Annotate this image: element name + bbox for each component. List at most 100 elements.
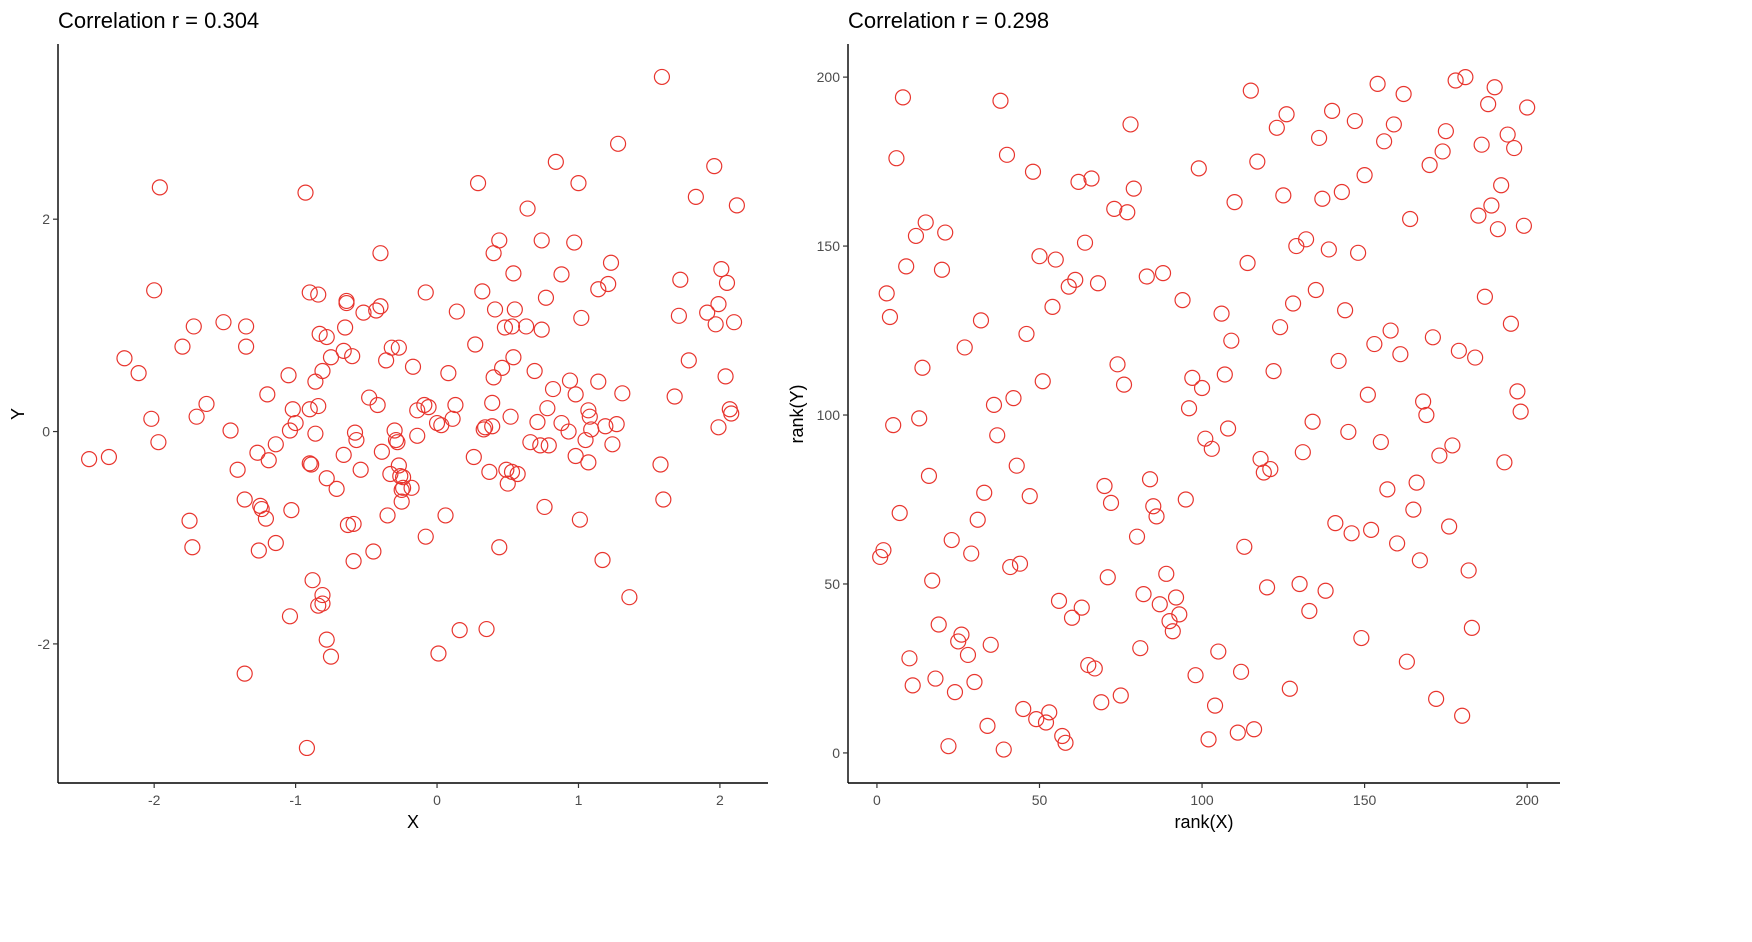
right-data-point bbox=[1288, 237, 1305, 255]
right-data-point bbox=[881, 308, 899, 326]
right-scatter-panel: Correlation r = 0.298 rank(X) rank(Y) 0 5… bbox=[787, 8, 1560, 832]
left-data-point bbox=[307, 425, 324, 442]
right-data-point bbox=[1379, 481, 1396, 498]
left-data-point bbox=[608, 416, 625, 433]
right-data-point bbox=[940, 738, 957, 755]
right-y-tick-label: 100 bbox=[817, 407, 841, 423]
left-data-point bbox=[621, 589, 638, 606]
right-data-point bbox=[1444, 437, 1461, 454]
right-data-point bbox=[1219, 420, 1237, 437]
right-data-point bbox=[985, 396, 1003, 413]
right-data-point bbox=[1096, 477, 1113, 495]
left-data-point bbox=[566, 234, 583, 251]
left-data-point bbox=[409, 427, 426, 444]
left-data-point bbox=[151, 179, 168, 196]
right-data-point bbox=[1275, 187, 1292, 204]
left-data-point bbox=[368, 302, 385, 319]
right-data-point bbox=[1063, 609, 1081, 626]
right-data-point bbox=[1115, 376, 1133, 393]
left-data-point bbox=[485, 369, 502, 386]
right-data-point bbox=[1184, 369, 1201, 386]
right-data-point bbox=[1229, 724, 1246, 741]
right-data-point bbox=[1106, 200, 1123, 217]
left-data-point bbox=[348, 431, 365, 449]
left-data-point bbox=[345, 552, 362, 570]
right-data-point bbox=[1044, 298, 1061, 315]
left-data-point bbox=[717, 368, 734, 385]
right-data-point bbox=[1369, 75, 1386, 92]
left-data-point bbox=[339, 516, 357, 534]
right-data-point bbox=[901, 650, 918, 667]
right-data-point bbox=[1265, 362, 1282, 380]
left-data-point bbox=[307, 373, 324, 390]
right-data-point bbox=[1353, 629, 1370, 647]
right-y-axis-title: rank(Y) bbox=[787, 384, 807, 443]
left-data-point bbox=[653, 68, 671, 86]
left-data-point bbox=[580, 402, 597, 419]
left-data-point bbox=[253, 500, 270, 518]
left-data-point bbox=[544, 380, 562, 398]
right-data-point bbox=[1164, 623, 1181, 640]
left-data-point bbox=[440, 365, 457, 382]
right-data-point bbox=[1093, 694, 1110, 711]
right-data-point bbox=[1037, 714, 1055, 731]
right-data-point bbox=[1249, 153, 1266, 170]
right-data-point bbox=[1402, 210, 1419, 228]
right-data-point bbox=[1415, 393, 1432, 410]
right-data-point bbox=[1119, 204, 1136, 221]
left-data-point bbox=[465, 448, 482, 466]
left-data-point bbox=[304, 572, 321, 589]
right-data-point bbox=[1128, 528, 1146, 545]
left-data-point bbox=[318, 470, 335, 487]
left-data-point bbox=[297, 184, 314, 201]
left-data-point bbox=[437, 507, 454, 524]
right-data-point bbox=[920, 467, 938, 484]
right-data-point bbox=[1336, 302, 1354, 319]
left-data-point bbox=[393, 493, 410, 510]
left-data-point bbox=[433, 417, 450, 434]
left-data-point bbox=[540, 437, 557, 454]
left-data-point bbox=[311, 325, 328, 342]
left-data-point bbox=[519, 200, 536, 217]
left-data-point bbox=[537, 289, 555, 306]
left-data-point bbox=[718, 274, 736, 292]
right-x-tick-label: 0 bbox=[873, 792, 881, 808]
right-data-point bbox=[1174, 292, 1191, 309]
left-data-point bbox=[672, 271, 689, 288]
right-data-point bbox=[982, 636, 999, 653]
right-data-point bbox=[1200, 731, 1217, 748]
left-data-point bbox=[146, 282, 163, 299]
left-data-point bbox=[287, 414, 304, 432]
right-data-point bbox=[1330, 352, 1347, 370]
right-data-point bbox=[1418, 406, 1435, 424]
right-data-point bbox=[1499, 126, 1516, 143]
left-data-point bbox=[335, 342, 352, 359]
left-data-point bbox=[477, 419, 494, 436]
right-data-point bbox=[1480, 96, 1497, 113]
right-data-point bbox=[1190, 160, 1207, 177]
right-data-point bbox=[1008, 457, 1025, 474]
right-data-point bbox=[1398, 653, 1415, 670]
left-data-point bbox=[494, 359, 511, 376]
right-data-point bbox=[1161, 613, 1178, 630]
right-data-point bbox=[911, 410, 928, 427]
right-data-point bbox=[946, 684, 964, 701]
right-data-point bbox=[1515, 217, 1533, 234]
right-data-point bbox=[1073, 599, 1090, 616]
left-data-point bbox=[710, 419, 727, 436]
left-data-point bbox=[222, 422, 239, 439]
left-y-axis-title: Y bbox=[8, 408, 28, 420]
right-data-point bbox=[1252, 450, 1269, 468]
left-data-point bbox=[404, 358, 422, 375]
left-data-point bbox=[390, 339, 407, 356]
left-data-point bbox=[420, 399, 437, 416]
right-data-point bbox=[1385, 116, 1402, 133]
left-data-point bbox=[699, 304, 716, 321]
right-data-point bbox=[1350, 244, 1367, 261]
right-data-point bbox=[953, 626, 970, 643]
right-x-tick-label: 100 bbox=[1190, 792, 1214, 808]
right-data-point bbox=[1473, 136, 1490, 153]
left-data-point bbox=[590, 373, 607, 390]
right-data-point bbox=[1021, 488, 1038, 505]
right-data-point bbox=[1284, 295, 1302, 312]
